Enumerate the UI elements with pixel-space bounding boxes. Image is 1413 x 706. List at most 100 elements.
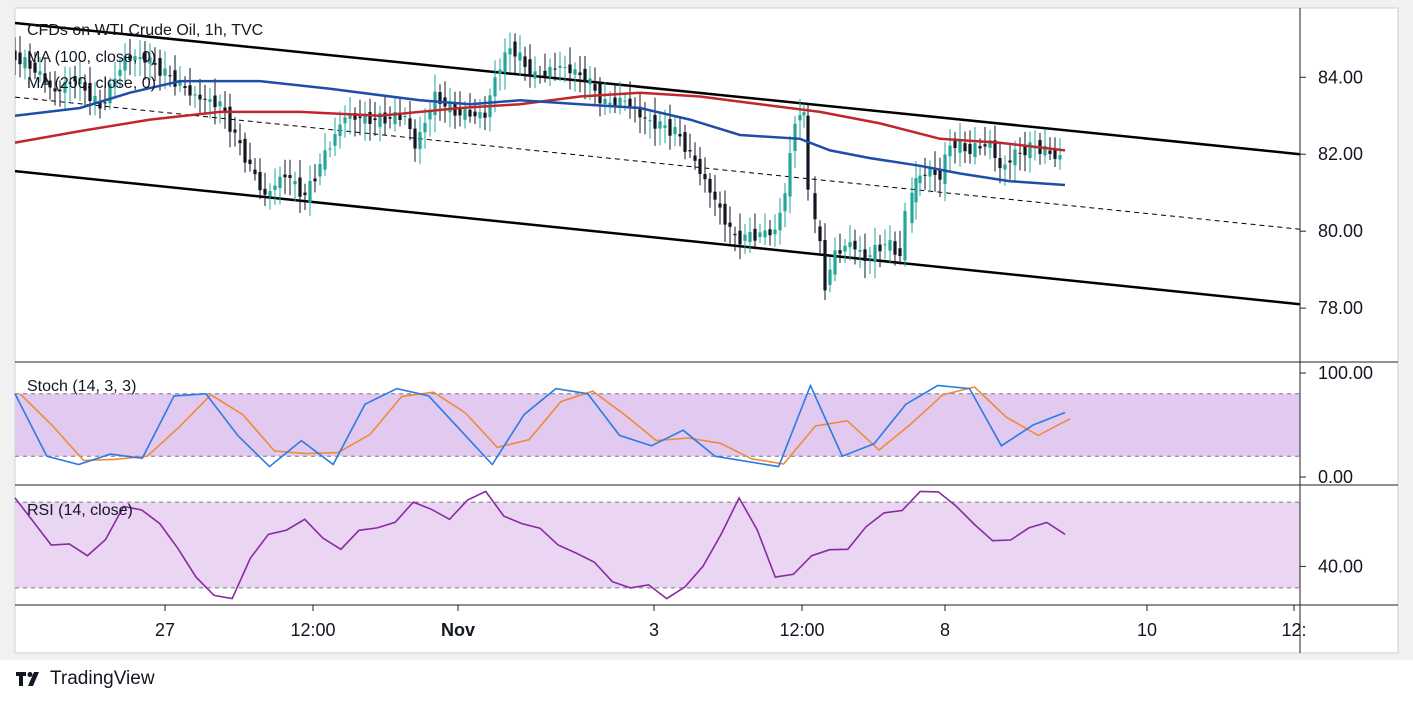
tradingview-name: TradingView [50, 668, 155, 689]
candle-body [273, 185, 277, 190]
candle-body [68, 81, 72, 85]
candle-body [1053, 149, 1057, 159]
stoch-panel [14, 383, 1300, 468]
candle-body [343, 117, 347, 124]
candle-body [118, 69, 122, 76]
candle-body [798, 115, 802, 121]
candle-body [53, 88, 57, 92]
candle-body [428, 110, 432, 120]
candle-body [103, 102, 107, 104]
candle-body [378, 112, 382, 128]
candle-body [673, 127, 677, 135]
candle-body [698, 158, 702, 174]
candle-body [878, 244, 882, 252]
stoch-tick-label: 100.00 [1318, 363, 1373, 383]
ma200-label: MA (200, close, 0) [27, 75, 156, 92]
candle-body [568, 64, 572, 74]
candle-body [806, 115, 810, 190]
candle-body [248, 159, 252, 165]
candle-body [553, 68, 557, 70]
candle-body [258, 171, 262, 191]
tradingview-brand[interactable]: TradingView [16, 668, 155, 690]
candle-body [368, 112, 372, 124]
candle-body [163, 68, 167, 76]
candle-body [148, 57, 152, 64]
candle-body [358, 116, 362, 119]
candle-body [513, 41, 517, 57]
candle-body [788, 153, 792, 197]
candle-body [643, 117, 647, 119]
stoch-label: Stoch (14, 3, 3) [27, 378, 136, 395]
candle-body [578, 72, 582, 76]
candle-body [914, 178, 918, 203]
candle-body [143, 52, 147, 63]
candle-body [523, 56, 527, 67]
candle-body [388, 117, 392, 119]
candle-body [113, 78, 117, 88]
candle-body [313, 178, 317, 182]
rsi-line [14, 490, 1066, 600]
candle-body [933, 167, 937, 175]
x-tick-label: 12:00 [779, 620, 824, 640]
candle-body [963, 143, 967, 152]
candle-body [968, 143, 972, 154]
candle-body [308, 181, 312, 203]
candle-body [1008, 160, 1012, 163]
candle-body [288, 175, 292, 178]
candle-body [158, 57, 162, 76]
candle-body [363, 113, 367, 124]
candle-body [1043, 145, 1047, 156]
candle-body [463, 107, 467, 120]
candle-body [448, 101, 452, 113]
candle-body [693, 155, 697, 161]
candle-body [678, 134, 682, 137]
candle-body [588, 78, 592, 85]
candle-body [528, 59, 532, 76]
candle-body [108, 83, 112, 104]
rsi-label: RSI (14, close) [27, 502, 133, 519]
candle-body [423, 122, 427, 133]
candle-body [683, 132, 687, 152]
candle-body [818, 226, 822, 242]
candle-body [318, 163, 322, 177]
y-tick-label: 82.00 [1318, 144, 1363, 164]
candle-body [663, 125, 667, 128]
candle-body [748, 231, 752, 243]
x-tick-label: 12:00 [290, 620, 335, 640]
candle-body [948, 145, 952, 157]
candle-body [733, 233, 737, 236]
candle-body [738, 230, 742, 245]
candle-body [838, 250, 842, 254]
candle-body [688, 150, 692, 152]
chart-svg[interactable]: 84.00 82.00 80.00 78.00 100.00 0.00 40.00 27 12:… [0, 0, 1413, 660]
candle-body [73, 76, 77, 82]
candle-body [888, 240, 892, 251]
candle-body [1058, 155, 1062, 160]
candle-body [518, 52, 522, 61]
x-tick-label: 12: [1281, 620, 1306, 640]
candle-body [753, 228, 757, 241]
candle-body [303, 192, 307, 196]
candle-body [868, 255, 872, 257]
chart-title: CFDs on WTI Crude Oil, 1h, TVC [27, 22, 263, 39]
ma100-line [15, 79, 1066, 187]
candle-body [228, 106, 232, 132]
y-tick-label: 78.00 [1318, 298, 1363, 318]
candle-body [983, 144, 987, 147]
candle-body [438, 92, 442, 104]
candle-body [628, 98, 632, 107]
x-tick-label: 10 [1137, 620, 1157, 640]
candle-body [543, 70, 547, 76]
candle-body [28, 60, 32, 69]
stoch-k-line [14, 383, 1066, 468]
candle-body [993, 140, 997, 159]
candle-body [833, 250, 837, 275]
candle-body [348, 113, 352, 119]
candle-body [758, 232, 762, 238]
channel-lower-line [15, 169, 1300, 306]
candle-body [918, 175, 922, 184]
candle-body [728, 222, 732, 227]
candle-body [613, 97, 617, 107]
candle-body [823, 239, 827, 291]
